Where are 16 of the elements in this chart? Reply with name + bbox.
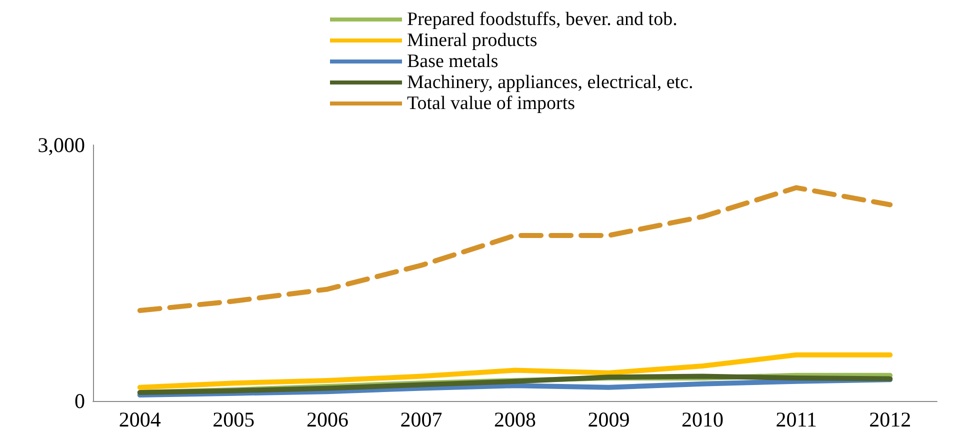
- x-tick-label: 2007: [400, 408, 442, 432]
- legend-label: Machinery, appliances, electrical, etc.: [407, 72, 694, 93]
- y-tick-label: 3,000: [38, 133, 85, 157]
- x-tick-label: 2011: [776, 408, 817, 432]
- x-tick-label: 2004: [118, 408, 162, 432]
- x-tick-label: 2012: [869, 408, 912, 432]
- legend-label: Mineral products: [407, 30, 538, 51]
- legend-label: Base metals: [407, 51, 498, 72]
- legend-label: Prepared foodstuffs, bever. and tob.: [407, 9, 678, 30]
- x-tick-label: 2006: [306, 408, 348, 432]
- x-tick-label: 2008: [494, 408, 536, 432]
- y-tick-label: 0: [74, 389, 85, 413]
- x-tick-label: 2010: [682, 408, 724, 432]
- x-tick-label: 2009: [588, 408, 630, 432]
- x-tick-label: 2005: [212, 408, 255, 432]
- legend-label: Total value of imports: [407, 93, 576, 114]
